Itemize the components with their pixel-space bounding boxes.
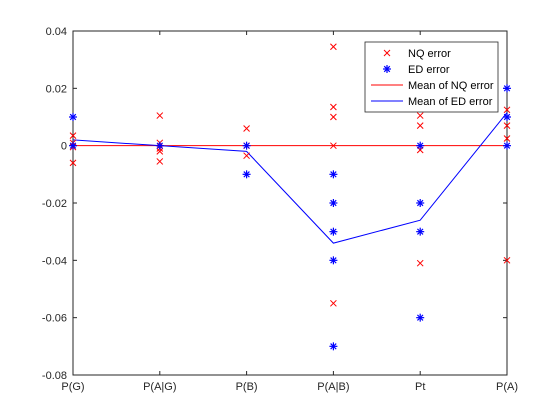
y-tick-label: 0.02 — [46, 83, 67, 95]
ed-error-point — [69, 113, 77, 121]
ed-error-point — [242, 141, 251, 150]
nq-error-point — [503, 135, 511, 142]
ed-error-point — [416, 141, 425, 150]
y-tick-label: -0.08 — [42, 370, 67, 382]
ed-error-point — [503, 113, 511, 121]
ed-error-point — [69, 141, 77, 150]
x-tick-label: P(A|G) — [143, 381, 176, 393]
nq-error-point — [156, 112, 164, 119]
y-tick-label: -0.06 — [42, 313, 67, 325]
x-tick-label: P(B) — [236, 381, 258, 393]
legend-label: NQ error — [408, 48, 451, 60]
nq-error-point — [503, 122, 511, 129]
nq-error-point — [416, 122, 424, 129]
legend: NQ error ED error Mean of NQ error Mean of … — [364, 41, 499, 113]
nq-error-point — [243, 152, 250, 160]
nq-error-point — [330, 103, 337, 111]
ed-error-point — [416, 313, 425, 322]
ed-error-point — [416, 227, 425, 236]
nq-error-point — [156, 158, 164, 165]
nq-error-point — [330, 299, 337, 307]
ed-error-point — [242, 170, 251, 179]
y-tick-label: -0.02 — [42, 198, 67, 210]
legend-label: Mean of NQ error — [408, 80, 494, 92]
x-tick-label: P(A) — [496, 381, 518, 393]
x-tick-label: Pt — [415, 381, 425, 393]
legend-asterisk-marker — [383, 65, 391, 73]
nq-error-point — [503, 256, 511, 264]
x-tick-label: P(G) — [61, 381, 84, 393]
nq-error-point — [416, 259, 424, 267]
nq-error-point — [503, 106, 511, 114]
legend-label: ED error — [408, 64, 450, 76]
ed-error-point — [329, 199, 338, 207]
ed-error-point — [329, 227, 338, 236]
nq-error-point — [243, 125, 250, 132]
ed-error-point — [329, 342, 338, 351]
legend-label: Mean of ED error — [408, 96, 493, 108]
nq-error-point — [69, 159, 77, 167]
series-markers — [69, 43, 511, 351]
ed-error-point — [329, 256, 338, 265]
nq-error-point — [69, 132, 77, 139]
x-tick-label: P(A|B) — [317, 381, 349, 393]
x-axis: P(G) P(A|G) P(B) P(A|B) Pt P(A) — [61, 31, 518, 393]
ed-error-point — [503, 84, 511, 93]
ed-error-point — [503, 141, 511, 150]
nq-error-point — [330, 113, 337, 121]
ed-error-point — [329, 170, 338, 179]
nq-error-point — [416, 112, 424, 119]
ed-error-point — [416, 199, 425, 207]
nq-error-point — [156, 148, 164, 155]
y-tick-label: 0 — [61, 141, 67, 153]
y-tick-label: 0.04 — [46, 26, 67, 38]
y-tick-label: -0.04 — [42, 255, 67, 267]
ed-error-point — [155, 141, 164, 150]
series-lines — [72, 112, 508, 244]
legend-x-marker — [383, 49, 391, 57]
series-line-3 — [72, 112, 508, 244]
nq-error-point — [330, 43, 337, 51]
nq-error-point — [330, 142, 337, 150]
